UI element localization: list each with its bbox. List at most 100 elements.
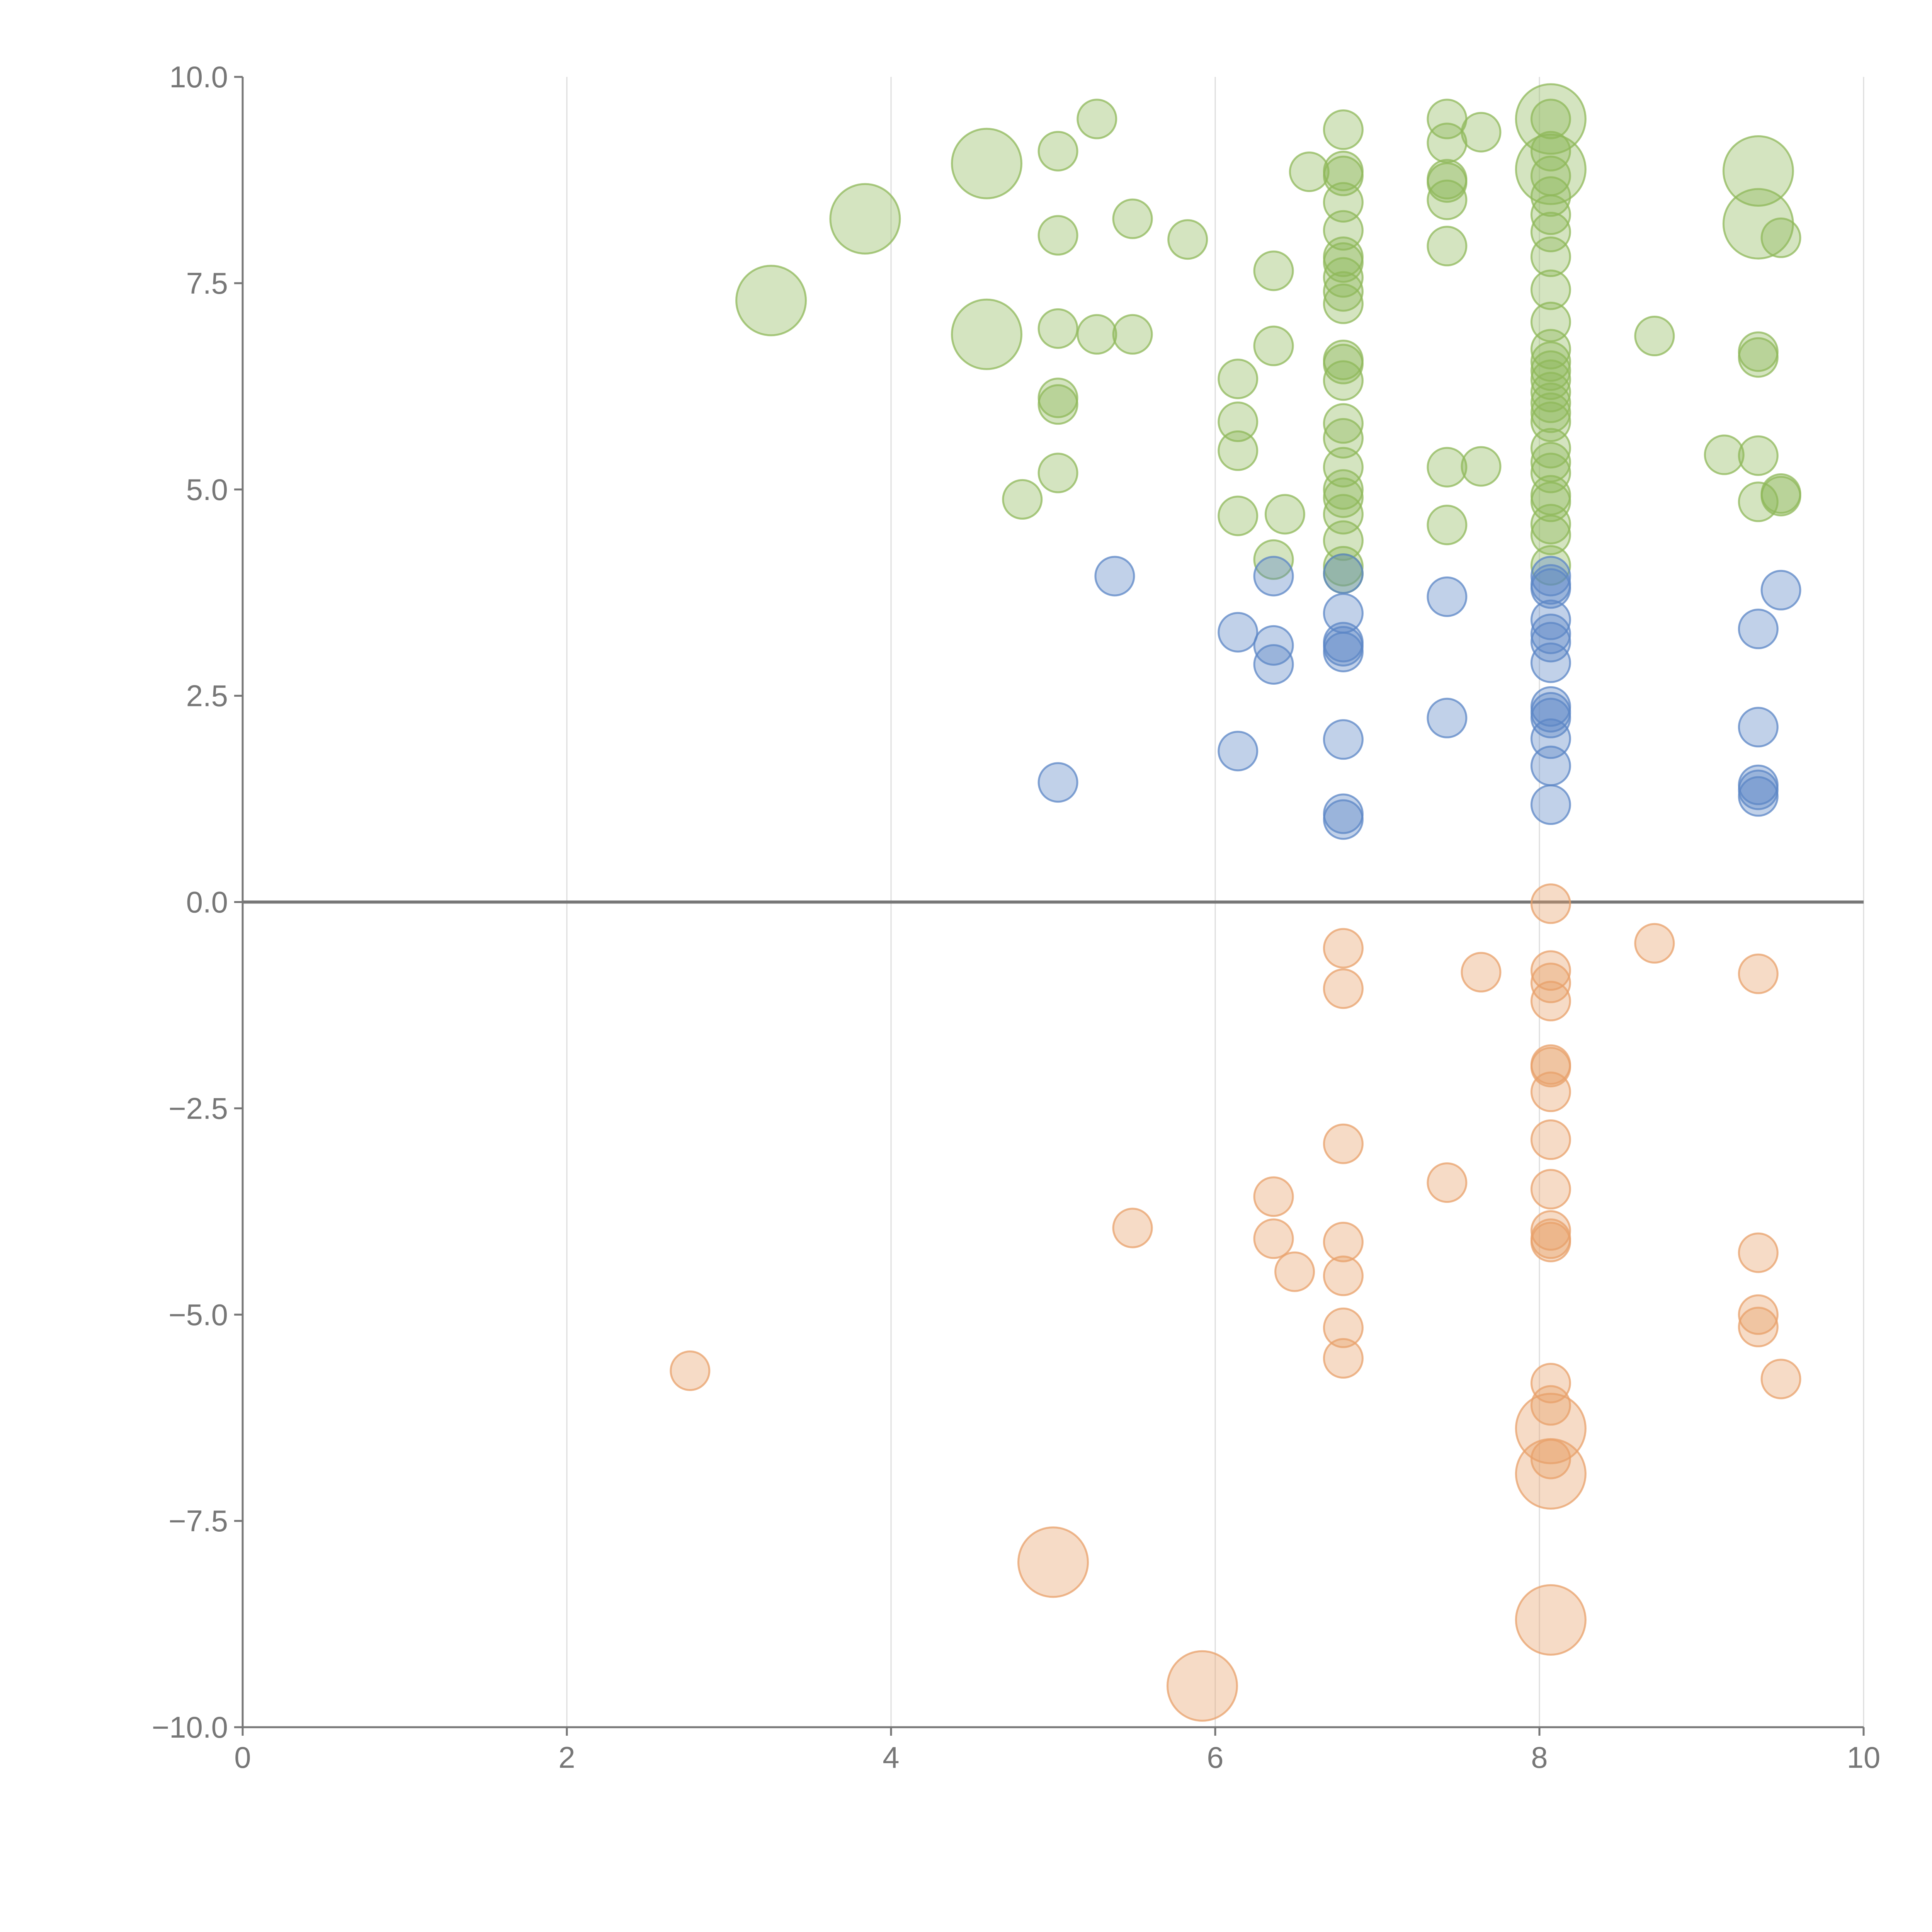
data-point xyxy=(1253,539,1294,580)
y-tick-label: −5.0 xyxy=(168,1298,228,1332)
data-point xyxy=(1253,325,1294,366)
data-point xyxy=(1323,553,1364,594)
data-point xyxy=(1427,162,1468,203)
axes xyxy=(234,76,1865,1736)
data-point xyxy=(1323,1221,1364,1262)
data-point xyxy=(1427,697,1468,738)
data-point xyxy=(1515,83,1587,155)
data-point xyxy=(1323,447,1364,488)
data-points xyxy=(670,83,1801,1722)
data-point xyxy=(1167,219,1208,260)
data-point xyxy=(1218,612,1259,653)
data-point xyxy=(1323,631,1364,672)
data-point xyxy=(1253,250,1294,291)
data-point xyxy=(1094,556,1135,597)
data-point xyxy=(1530,359,1571,400)
data-point xyxy=(1530,745,1571,786)
data-point xyxy=(1427,576,1468,617)
data-point xyxy=(1760,473,1801,514)
data-point xyxy=(1530,784,1571,825)
data-point xyxy=(1738,1306,1779,1347)
data-point xyxy=(1427,447,1468,488)
data-point xyxy=(1264,494,1305,535)
data-point xyxy=(1323,477,1364,518)
data-point xyxy=(1037,384,1078,425)
tick-labels: 0 2 4 6 8 10 10.0 7.5 5.0 2.5 0.0 −2.5 −5.0 −7.5 −10.0 xyxy=(152,60,1881,1774)
series-green xyxy=(735,83,1801,594)
data-point xyxy=(1427,122,1468,163)
data-point xyxy=(1530,1439,1571,1480)
data-point xyxy=(1530,176,1571,217)
data-point xyxy=(1323,719,1364,760)
data-point xyxy=(1253,1218,1294,1259)
data-point xyxy=(1323,109,1364,150)
data-point xyxy=(1166,1650,1238,1722)
data-point xyxy=(1530,194,1571,235)
data-point xyxy=(829,183,901,255)
data-point xyxy=(1323,418,1364,459)
data-point xyxy=(1461,112,1502,153)
y-tick-label: 10.0 xyxy=(169,60,228,94)
data-point xyxy=(1530,236,1571,277)
data-point xyxy=(1218,495,1259,536)
data-point xyxy=(1323,1307,1364,1348)
data-point xyxy=(1112,314,1153,355)
data-point xyxy=(1274,1251,1315,1292)
data-point xyxy=(1530,341,1571,382)
data-point xyxy=(670,1350,711,1391)
data-point xyxy=(1112,198,1153,239)
data-point xyxy=(1218,359,1259,400)
y-tick-label: −7.5 xyxy=(168,1504,228,1538)
data-point xyxy=(951,128,1023,199)
data-point xyxy=(1218,731,1259,772)
data-point xyxy=(1530,372,1571,413)
y-tick-label: 0.0 xyxy=(186,885,228,919)
data-point xyxy=(1323,928,1364,969)
data-point xyxy=(1760,217,1801,258)
y-tick-label: 2.5 xyxy=(186,679,228,713)
data-point xyxy=(1530,428,1571,469)
data-point xyxy=(1323,1123,1364,1164)
x-tick-label: 4 xyxy=(883,1740,899,1774)
data-point xyxy=(1323,403,1364,444)
data-point xyxy=(1530,1169,1571,1210)
series-blue xyxy=(1037,553,1801,840)
y-tick-label: 7.5 xyxy=(186,266,228,300)
data-point xyxy=(1530,1210,1571,1251)
data-point xyxy=(1634,316,1675,357)
data-point xyxy=(1738,609,1779,650)
data-point xyxy=(1037,452,1078,493)
data-point xyxy=(1427,179,1468,220)
series-orange xyxy=(670,883,1801,1722)
data-point xyxy=(1530,1071,1571,1112)
data-point xyxy=(1530,981,1571,1022)
data-point xyxy=(1323,469,1364,510)
data-point xyxy=(1017,1526,1089,1598)
data-point xyxy=(1323,242,1364,283)
data-point xyxy=(1323,799,1364,840)
data-point xyxy=(1461,446,1502,487)
data-point xyxy=(1704,434,1745,475)
data-point xyxy=(1253,1176,1294,1217)
data-point xyxy=(1323,283,1364,324)
data-point xyxy=(1323,344,1364,384)
data-point xyxy=(1515,1393,1587,1464)
data-point xyxy=(1530,599,1571,640)
y-tick-label: −10.0 xyxy=(152,1710,228,1744)
data-point xyxy=(1323,1338,1364,1379)
data-point xyxy=(1530,883,1571,924)
data-point xyxy=(735,265,807,337)
data-point xyxy=(1323,271,1364,312)
data-point xyxy=(1634,923,1675,964)
x-tick-label: 10 xyxy=(1847,1740,1881,1774)
data-point xyxy=(1530,481,1571,522)
data-point xyxy=(1530,503,1571,544)
data-point xyxy=(1253,556,1294,597)
data-point xyxy=(951,298,1023,370)
y-tick-label: 5.0 xyxy=(186,473,228,507)
data-point xyxy=(1530,963,1571,1003)
data-point xyxy=(1738,776,1779,817)
data-point xyxy=(1530,329,1571,370)
data-point xyxy=(1427,226,1468,267)
data-point xyxy=(1530,568,1571,609)
